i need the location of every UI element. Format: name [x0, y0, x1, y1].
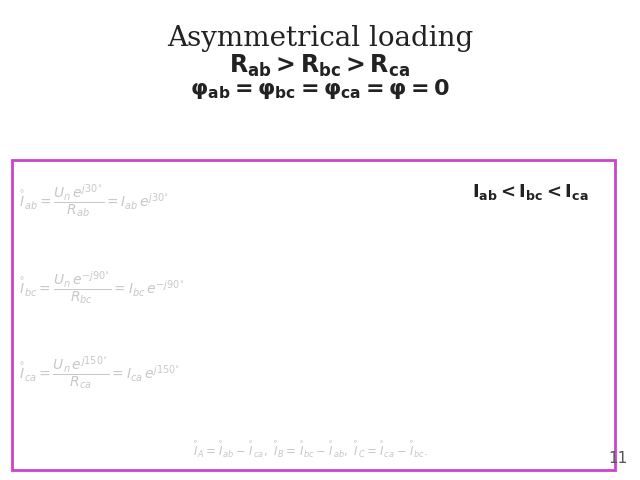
Text: Asymmetrical loading: Asymmetrical loading [167, 25, 473, 52]
Text: 11: 11 [609, 451, 628, 466]
Text: $\mathbf{R_{ab} > R_{bc} > R_{ca}}$: $\mathbf{R_{ab} > R_{bc} > R_{ca}}$ [230, 53, 410, 79]
Text: $\mathbf{\varphi_{ab} = \varphi_{bc} = \varphi_{ca} = \varphi = 0}$: $\mathbf{\varphi_{ab} = \varphi_{bc} = \… [190, 77, 450, 101]
Text: $\overset{\circ}{I}_{bc} = \dfrac{U_n\, e^{-j90^{\circ}}}{R_{bc}} = I_{bc}\, e^{: $\overset{\circ}{I}_{bc} = \dfrac{U_n\, … [18, 270, 184, 307]
Text: $\overset{\circ}{I}_{ab} = \dfrac{U_n\, e^{j30^{\circ}}}{R_{ab}} = I_{ab}\, e^{j: $\overset{\circ}{I}_{ab} = \dfrac{U_n\, … [18, 183, 169, 220]
Bar [12, 160, 615, 470]
Text: $\mathbf{I_{ab} < I_{bc} < I_{ca}}$: $\mathbf{I_{ab} < I_{bc} < I_{ca}}$ [472, 182, 588, 202]
Text: $\overset{\circ}{I}_A = \overset{\circ}{I}_{ab} - \overset{\circ}{I}_{ca},\; \ov: $\overset{\circ}{I}_A = \overset{\circ}{… [192, 438, 428, 459]
Text: $\overset{\circ}{I}_{ca} = \dfrac{U_n\, e^{j150^{\circ}}}{R_{ca}} = I_{ca}\, e^{: $\overset{\circ}{I}_{ca} = \dfrac{U_n\, … [18, 355, 180, 392]
